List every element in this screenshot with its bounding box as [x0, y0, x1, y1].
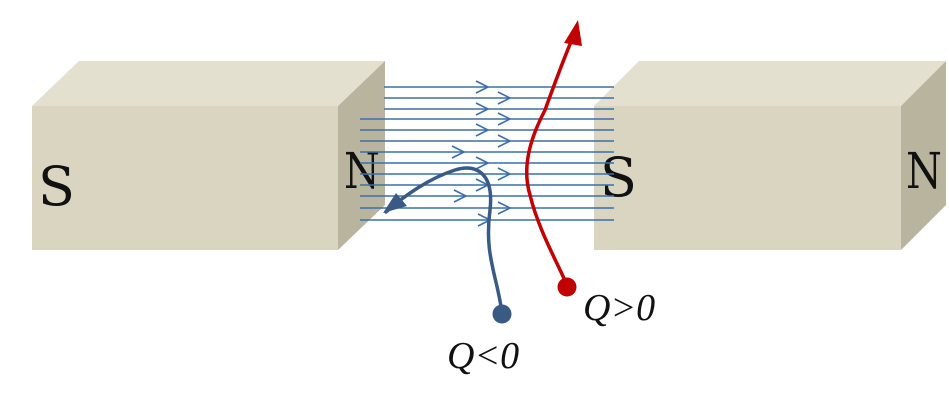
field-direction-chevron — [497, 91, 512, 105]
left-magnet-front-face — [32, 106, 338, 250]
left-magnet-north-label: N — [344, 142, 380, 200]
negative-charge-group: Q<0 — [383, 166, 519, 377]
field-direction-chevron — [497, 112, 512, 126]
field-direction-chevron — [453, 189, 468, 203]
left-magnet-south-label: S — [38, 155, 75, 218]
field-direction-chevron — [497, 201, 512, 215]
field-direction-chevron — [475, 102, 490, 116]
positive-charge-trajectory — [525, 33, 576, 287]
field-direction-chevron — [497, 167, 512, 181]
right-magnet-front-face — [594, 106, 901, 250]
right-magnet-top-face — [594, 61, 946, 106]
field-direction-chevron — [475, 80, 490, 94]
negative-charge-trajectory — [384, 166, 504, 315]
left-magnet: S N — [32, 61, 385, 250]
negative-charge-label: Q<0 — [447, 335, 519, 377]
right-magnet-side-face — [901, 61, 946, 250]
field-direction-chevron — [475, 123, 490, 137]
negative-charge-dot — [492, 304, 512, 324]
negative-charge-arrowhead — [383, 193, 407, 213]
field-direction-chevron — [475, 156, 490, 170]
right-magnet: S N — [594, 61, 946, 250]
field-direction-chevron — [451, 145, 466, 159]
positive-charge-label: Q>0 — [583, 287, 655, 329]
positive-charge-group: Q>0 — [525, 20, 655, 329]
left-magnet-top-face — [32, 61, 385, 106]
field-direction-chevron — [497, 134, 512, 148]
positive-charge-arrowhead — [564, 20, 582, 46]
right-magnet-north-label: N — [906, 142, 942, 200]
left-magnet-side-face — [338, 61, 385, 250]
positive-charge-dot — [557, 277, 577, 297]
right-magnet-south-label: S — [600, 146, 637, 209]
